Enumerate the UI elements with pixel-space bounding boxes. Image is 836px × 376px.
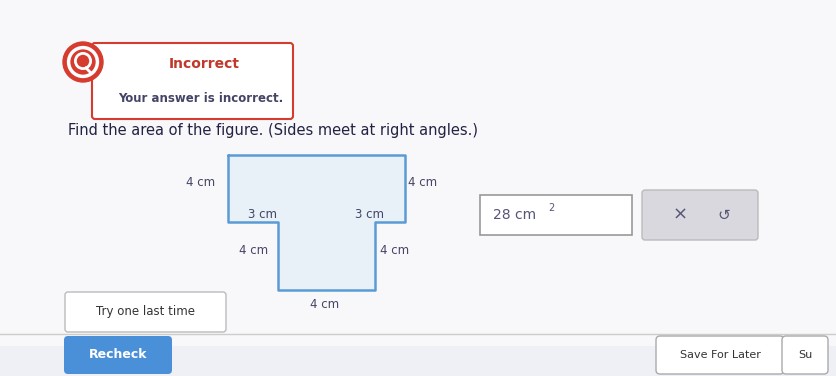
- FancyBboxPatch shape: [656, 336, 784, 374]
- Polygon shape: [228, 155, 405, 290]
- Text: 2: 2: [548, 203, 554, 213]
- Text: Save For Later: Save For Later: [680, 350, 761, 360]
- FancyBboxPatch shape: [65, 292, 226, 332]
- Text: Your answer is incorrect.: Your answer is incorrect.: [119, 91, 283, 105]
- Text: Su: Su: [798, 350, 812, 360]
- Text: Incorrect: Incorrect: [169, 57, 240, 71]
- Text: 4 cm: 4 cm: [310, 298, 339, 311]
- Text: Recheck: Recheck: [89, 349, 147, 361]
- Text: 4 cm: 4 cm: [239, 244, 268, 256]
- Text: Try one last time: Try one last time: [96, 305, 195, 318]
- FancyBboxPatch shape: [64, 336, 172, 374]
- FancyBboxPatch shape: [642, 190, 758, 240]
- Text: ↺: ↺: [718, 208, 731, 223]
- FancyBboxPatch shape: [0, 0, 836, 346]
- Text: 4 cm: 4 cm: [186, 176, 215, 190]
- Text: 3 cm: 3 cm: [355, 209, 384, 221]
- FancyBboxPatch shape: [92, 43, 293, 119]
- FancyBboxPatch shape: [782, 336, 828, 374]
- Text: 4 cm: 4 cm: [380, 244, 409, 256]
- Circle shape: [63, 42, 103, 82]
- FancyBboxPatch shape: [480, 195, 632, 235]
- Text: ×: ×: [673, 206, 688, 224]
- Text: Find the area of the figure. (Sides meet at right angles.): Find the area of the figure. (Sides meet…: [68, 123, 478, 138]
- Text: 28 cm: 28 cm: [493, 208, 536, 222]
- Text: 3 cm: 3 cm: [248, 209, 277, 221]
- Text: 4 cm: 4 cm: [408, 176, 437, 190]
